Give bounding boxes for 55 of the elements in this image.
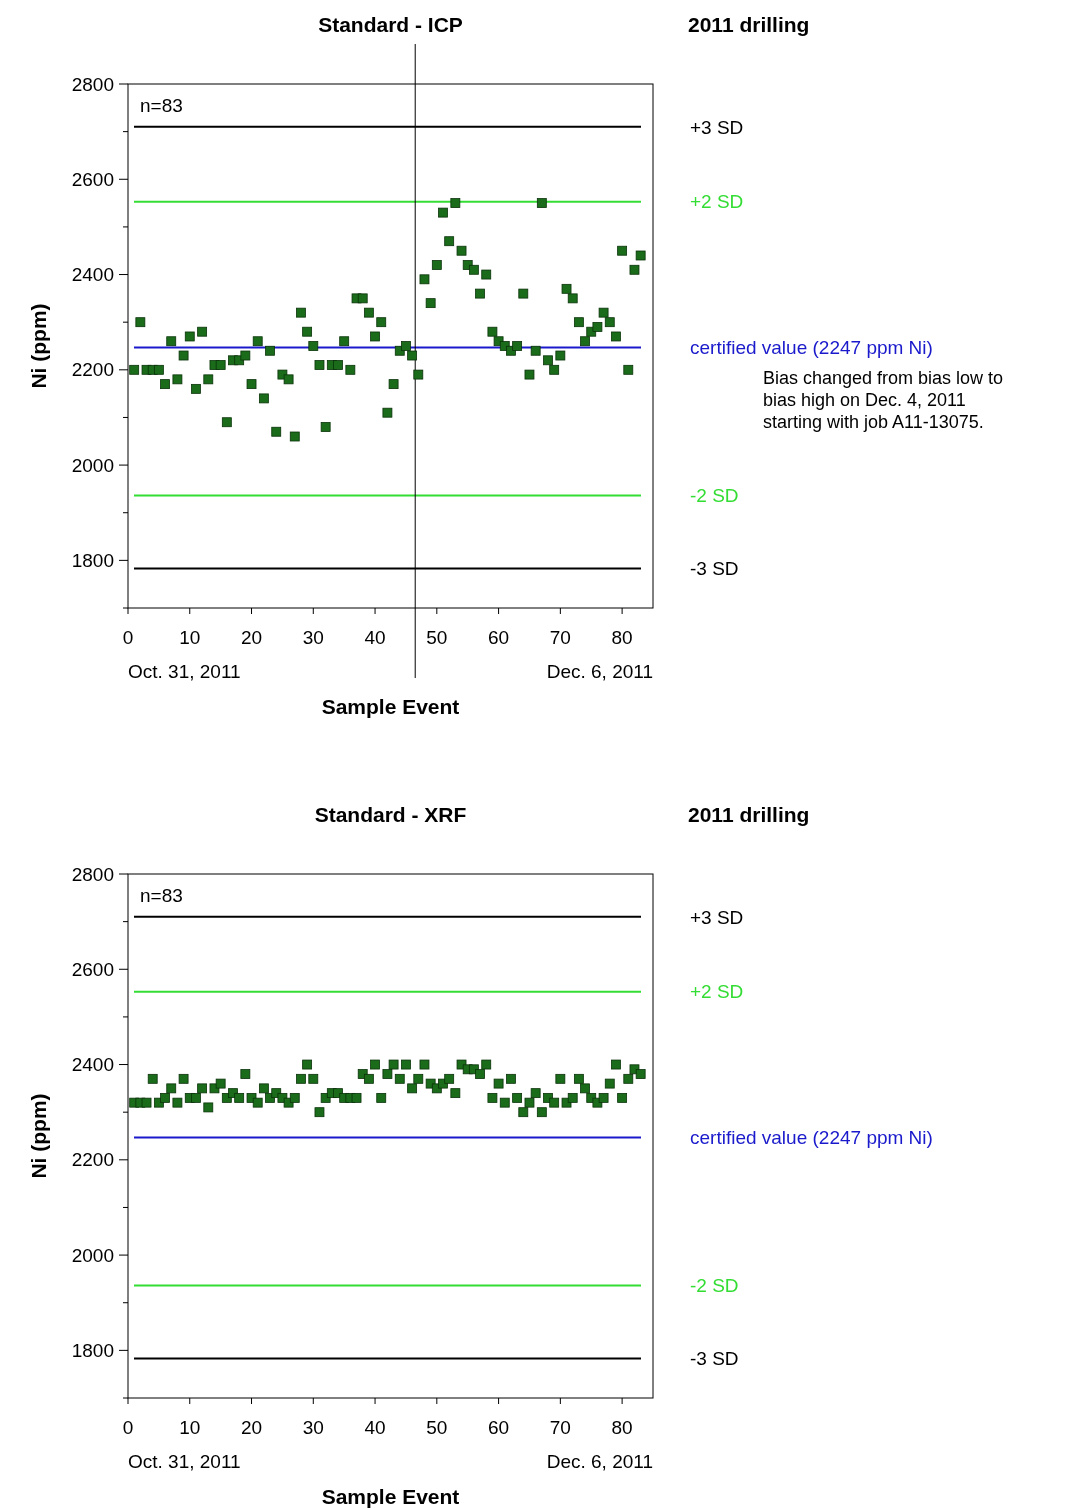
y-tick-label: 2800 [71, 863, 114, 885]
y-tick-label: 2400 [71, 264, 114, 286]
ref-line-label: +2 SD [690, 191, 744, 213]
text: Dec. 6, 2011 [546, 661, 653, 682]
x-tick-label: 50 [426, 627, 448, 648]
y-tick-label: 2400 [71, 1054, 114, 1076]
y-axis-title: Ni (ppm) [27, 303, 50, 389]
x-tick-label: 80 [611, 1417, 633, 1438]
x-tick-label: 0 [122, 1417, 134, 1438]
x-tick-label: 10 [179, 627, 201, 648]
y-axis-title: Ni (ppm) [27, 1093, 50, 1179]
y-tick-label: 2600 [71, 168, 114, 190]
x-tick-label: 40 [364, 1417, 386, 1438]
x-axis-title: Sample Event [321, 695, 460, 718]
x-tick-label: 20 [240, 1417, 263, 1438]
text: 2011 drilling [688, 803, 810, 826]
x-tick-label: 80 [611, 627, 633, 648]
ref-line-label: +3 SD [690, 116, 744, 138]
ref-line-label: certified value (2247 ppm Ni) [690, 1127, 933, 1149]
y-tick-label: 1800 [71, 550, 114, 572]
y-tick-label: 2800 [71, 73, 114, 95]
ref-line-label: +3 SD [690, 906, 744, 928]
ref-line-label: -2 SD [690, 1275, 739, 1297]
y-tick-label: 1800 [71, 1340, 114, 1362]
x-tick-label: 70 [549, 627, 571, 648]
x-tick-label: 30 [302, 1417, 324, 1438]
x-tick-label: 20 [240, 627, 263, 648]
x-tick-label: 50 [426, 1417, 448, 1438]
y-tick-label: 2200 [71, 359, 114, 381]
x-tick-label: 10 [179, 1417, 201, 1438]
y-tick-label: 2600 [71, 958, 114, 980]
text: Oct. 31, 2011 [128, 661, 241, 682]
ref-line-label: certified value (2247 ppm Ni) [690, 337, 933, 359]
annotation: n=83 [140, 885, 183, 906]
ref-line-label: -3 SD [690, 1348, 739, 1370]
chart-title: Standard - XRF [314, 803, 467, 826]
x-tick-label: 30 [302, 627, 324, 648]
x-tick-label: 40 [364, 627, 386, 648]
x-tick-label: 60 [488, 1417, 510, 1438]
ref-line-label: -3 SD [690, 558, 739, 580]
y-tick-label: 2000 [71, 1244, 114, 1266]
x-tick-label: 70 [549, 1417, 571, 1438]
ref-line-label: +2 SD [690, 981, 744, 1003]
text: Dec. 6, 2011 [546, 1451, 653, 1472]
text: Bias changed from bias low to bias high on Dec. 4, 2011 starting with job A11-13075. [763, 368, 1004, 433]
x-axis-title: Sample Event [321, 1485, 460, 1508]
text: 2011 drilling [688, 13, 810, 36]
x-tick-label: 0 [122, 627, 134, 648]
y-tick-label: 2200 [71, 1149, 114, 1171]
text: Oct. 31, 2011 [128, 1451, 241, 1472]
annotation: n=83 [140, 95, 183, 116]
chart-title: Standard - ICP [318, 13, 463, 36]
y-tick-label: 2000 [71, 454, 114, 476]
ref-line-label: -2 SD [690, 485, 739, 507]
x-tick-label: 60 [488, 627, 510, 648]
